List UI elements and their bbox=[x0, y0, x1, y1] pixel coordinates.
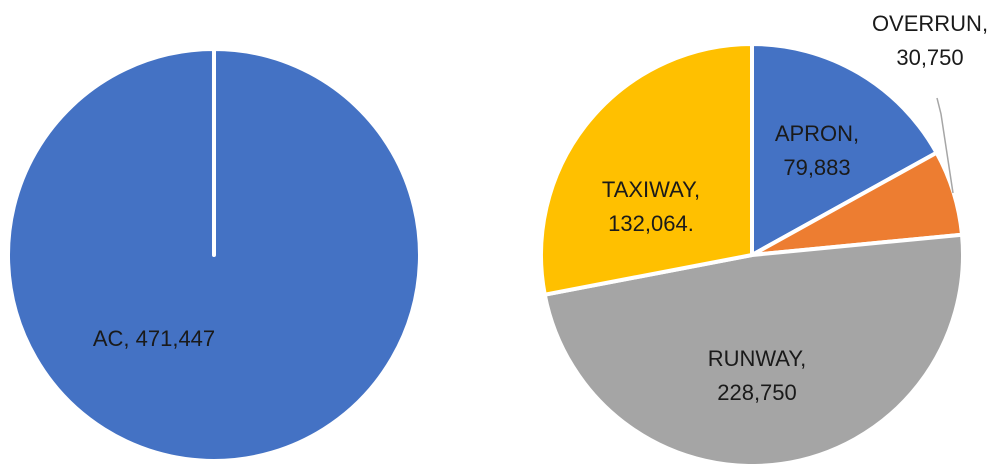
leader-line-overrun bbox=[936, 97, 954, 194]
pie-chart-left: AC, 471,447 bbox=[6, 47, 422, 463]
data-label-runway: RUNWAY, 228,750 bbox=[708, 346, 807, 405]
data-label-overrun: OVERRUN, 30,750 bbox=[872, 11, 988, 70]
data-label-ac: AC, 471,447 bbox=[93, 326, 215, 351]
data-label-apron: APRON, 79,883 bbox=[775, 121, 859, 180]
pie-slice-apron bbox=[750, 42, 939, 257]
data-label-taxiway: TAXIWAY, 132,064. bbox=[602, 177, 700, 236]
pie-slice-ac bbox=[6, 47, 422, 463]
pie-slice-taxiway bbox=[539, 42, 754, 297]
